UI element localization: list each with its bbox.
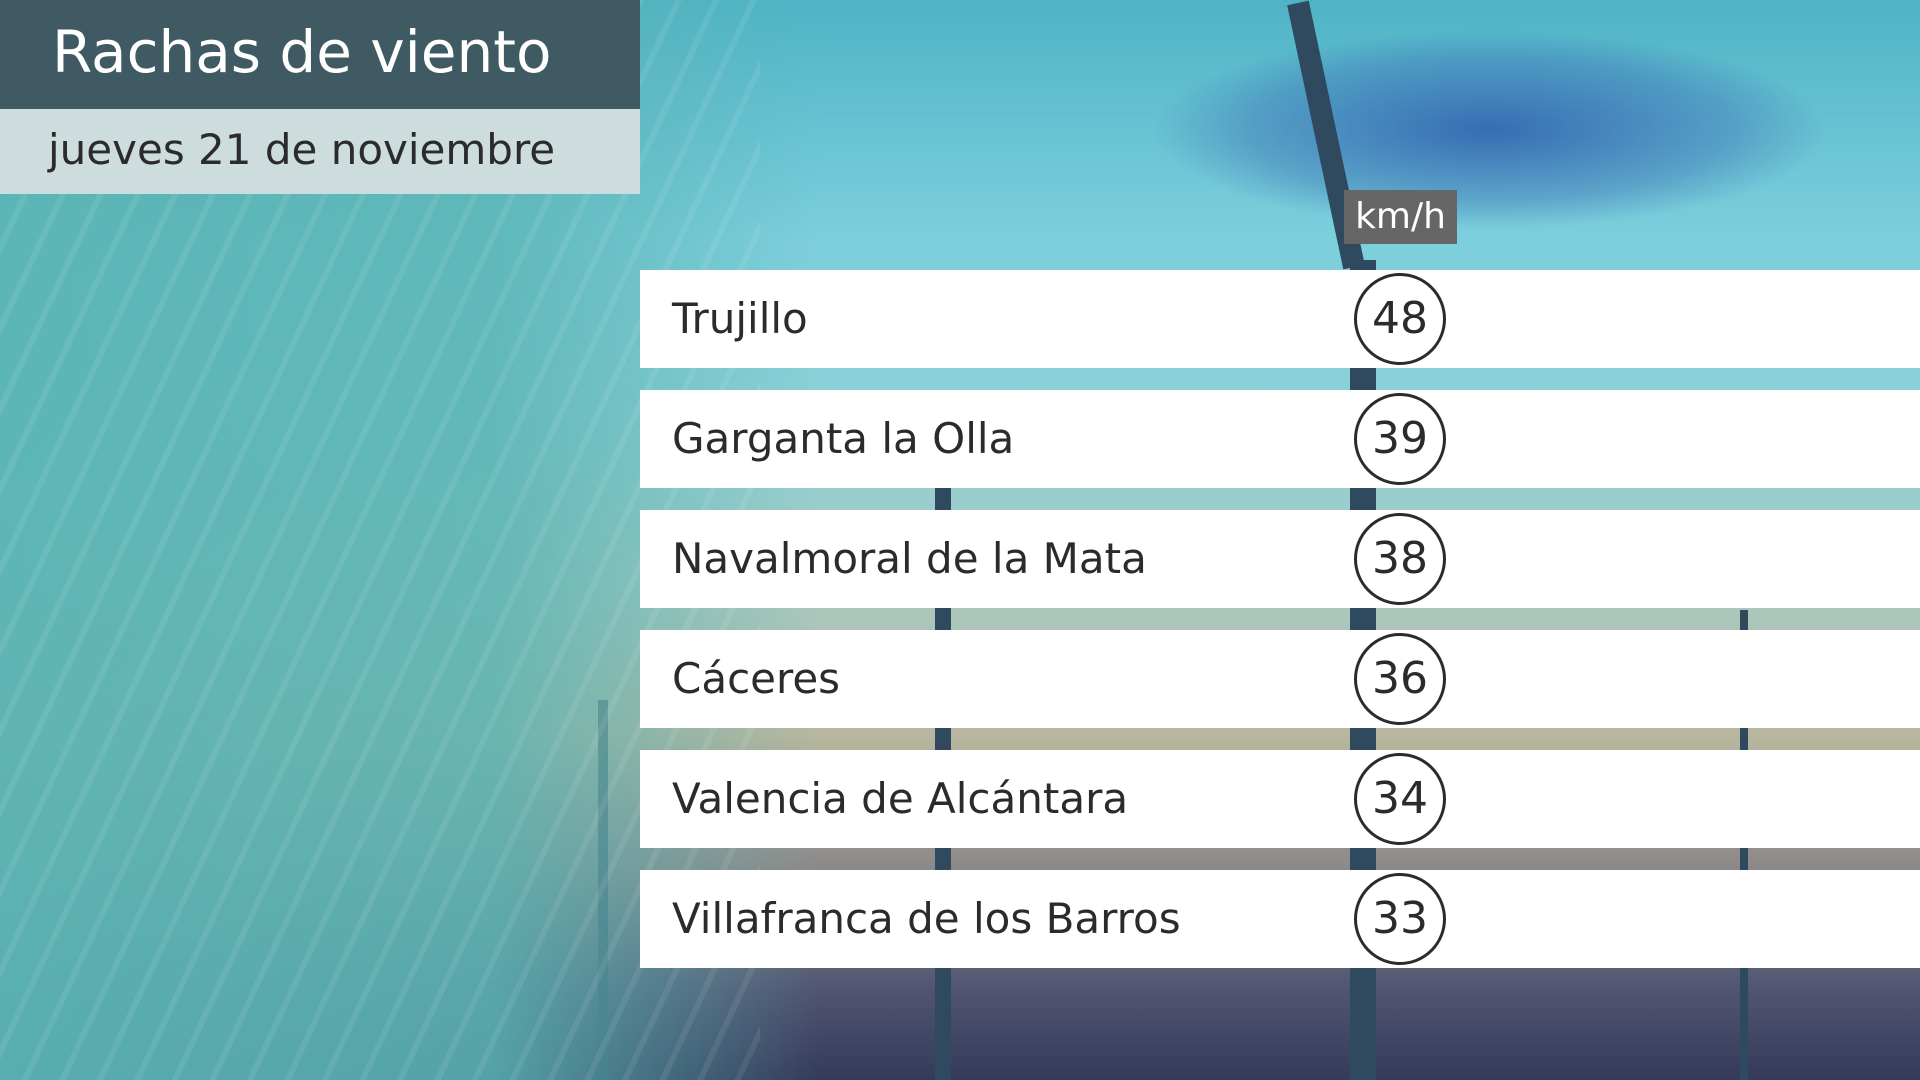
location-name: Garganta la Olla: [672, 414, 1015, 463]
gust-value: 36: [1354, 633, 1446, 725]
date-banner: jueves 21 de noviembre: [0, 109, 640, 194]
gust-value: 48: [1354, 273, 1446, 365]
table-row: Navalmoral de la Mata 38: [640, 510, 1920, 608]
gust-value: 33: [1354, 873, 1446, 965]
table-row: Villafranca de los Barros 33: [640, 870, 1920, 968]
title-banner: Rachas de viento: [0, 0, 640, 109]
gust-value: 39: [1354, 393, 1446, 485]
gust-value: 34: [1354, 753, 1446, 845]
cloud: [1150, 30, 1830, 230]
unit-label: km/h: [1344, 190, 1457, 244]
date-label: jueves 21 de noviembre: [48, 125, 556, 174]
location-name: Valencia de Alcántara: [672, 774, 1129, 823]
table-row: Cáceres 36: [640, 630, 1920, 728]
table-row: Garganta la Olla 39: [640, 390, 1920, 488]
location-name: Trujillo: [672, 294, 808, 343]
location-name: Navalmoral de la Mata: [672, 534, 1147, 583]
location-name: Cáceres: [672, 654, 841, 703]
gust-value: 38: [1354, 513, 1446, 605]
location-name: Villafranca de los Barros: [672, 894, 1181, 943]
table-row: Valencia de Alcántara 34: [640, 750, 1920, 848]
page-title: Rachas de viento: [52, 18, 552, 86]
table-row: Trujillo 48: [640, 270, 1920, 368]
